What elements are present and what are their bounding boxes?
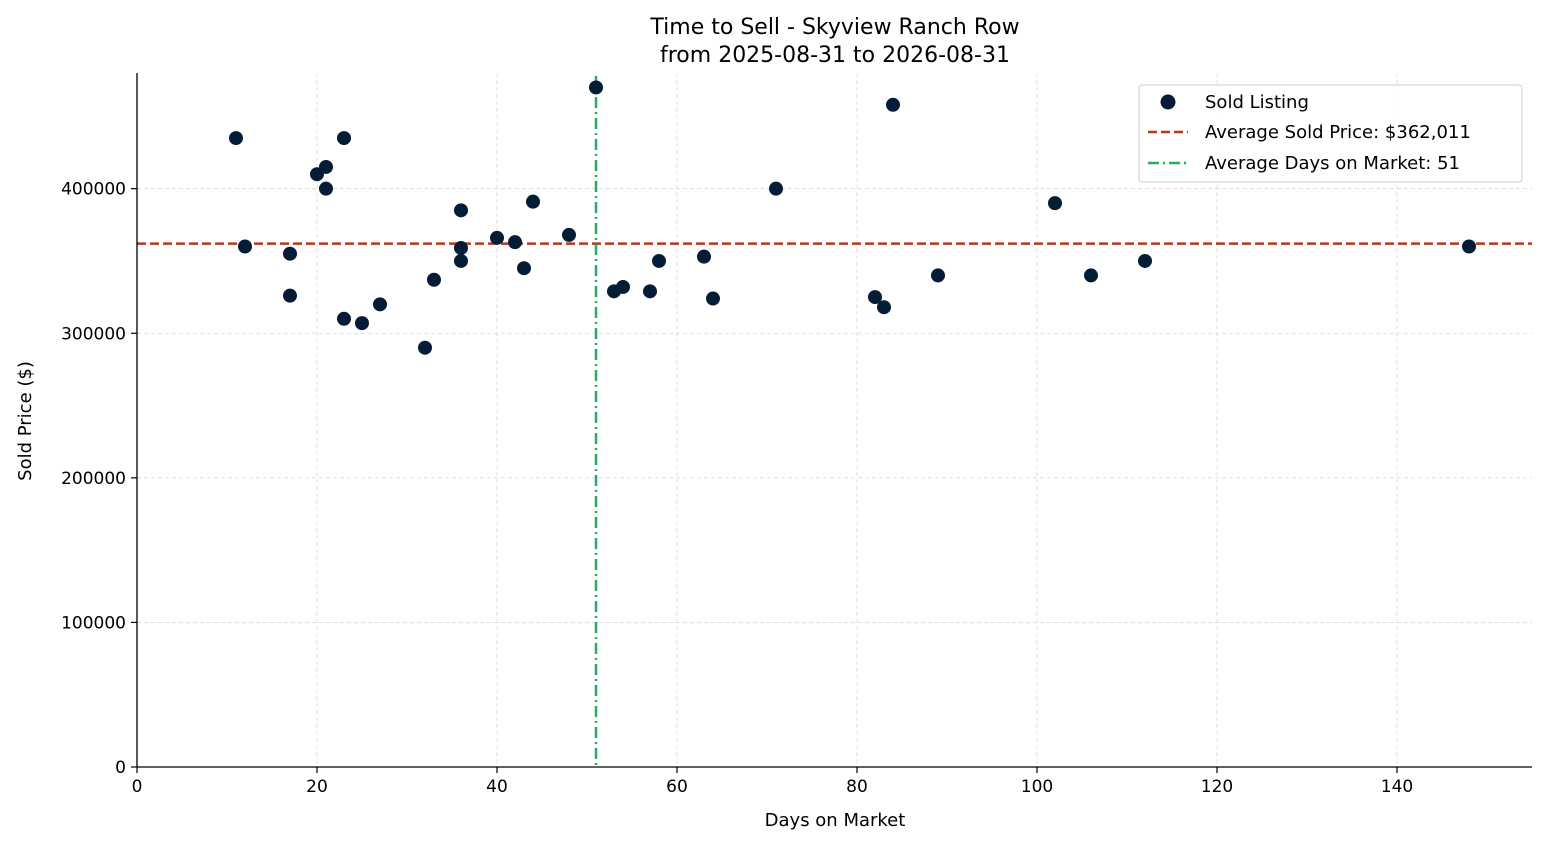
x-tick-label: 40 (486, 777, 508, 797)
data-point (526, 194, 540, 209)
x-tick-label: 20 (306, 777, 328, 797)
x-tick-label: 0 (132, 777, 143, 797)
data-point (1084, 268, 1098, 283)
data-point (337, 311, 351, 326)
y-tick-label: 200000 (61, 469, 126, 489)
data-point (1138, 253, 1152, 268)
y-tick-label: 300000 (61, 324, 126, 344)
data-point (427, 272, 441, 287)
y-axis-ticks: 0 100000 200000 300000 400000 (61, 180, 137, 778)
data-point (931, 268, 945, 283)
data-point (1462, 239, 1476, 254)
legend-label-average-sold-price: Average Sold Price: $362,011 (1205, 122, 1471, 143)
legend-marker-sold-listing (1160, 94, 1176, 110)
data-point (418, 340, 432, 355)
data-point (229, 131, 243, 146)
chart-subtitle: from 2025-08-31 to 2026-08-31 (660, 43, 1010, 68)
x-tick-label: 120 (1201, 777, 1233, 797)
x-axis-ticks: 0 20 40 60 80 100 120 140 (132, 767, 1413, 797)
data-point (337, 131, 351, 146)
legend-box (1138, 84, 1523, 183)
data-point (490, 230, 504, 245)
data-point (769, 181, 783, 196)
reference-lines (137, 76, 1532, 767)
data-point (562, 227, 576, 242)
data-point (355, 316, 369, 331)
legend: Sold Listing Average Sold Price: $362,01… (1138, 84, 1523, 183)
x-tick-label: 140 (1381, 777, 1413, 797)
y-tick-label: 100000 (61, 613, 126, 633)
data-point (589, 80, 603, 95)
data-points (229, 80, 1476, 355)
data-point (652, 253, 666, 268)
data-point (877, 300, 891, 315)
data-point (517, 261, 531, 276)
data-point (373, 297, 387, 312)
y-tick-label: 400000 (61, 180, 126, 200)
data-point (283, 288, 297, 303)
data-point (697, 249, 711, 264)
data-point (283, 246, 297, 261)
legend-label-average-days-on-market: Average Days on Market: 51 (1205, 153, 1460, 174)
data-point (1048, 196, 1062, 211)
y-axis-label: Sold Price ($) (15, 361, 36, 481)
data-point (886, 97, 900, 112)
data-point (238, 239, 252, 254)
data-point (508, 235, 522, 250)
data-point (319, 159, 333, 174)
y-tick-label: 0 (115, 758, 126, 778)
data-point (868, 290, 882, 305)
x-tick-label: 60 (666, 777, 688, 797)
data-point (643, 284, 657, 299)
data-point (454, 240, 468, 255)
data-point (454, 253, 468, 268)
grid-lines (137, 73, 1532, 767)
data-point (706, 291, 720, 306)
data-point (454, 203, 468, 218)
data-point (616, 279, 630, 294)
legend-label-sold-listing: Sold Listing (1205, 92, 1309, 113)
x-tick-label: 100 (1021, 777, 1053, 797)
x-tick-label: 80 (846, 777, 868, 797)
data-point (319, 181, 333, 196)
chart-title: Time to Sell - Skyview Ranch Row (649, 15, 1019, 40)
x-axis-label: Days on Market (765, 810, 906, 831)
